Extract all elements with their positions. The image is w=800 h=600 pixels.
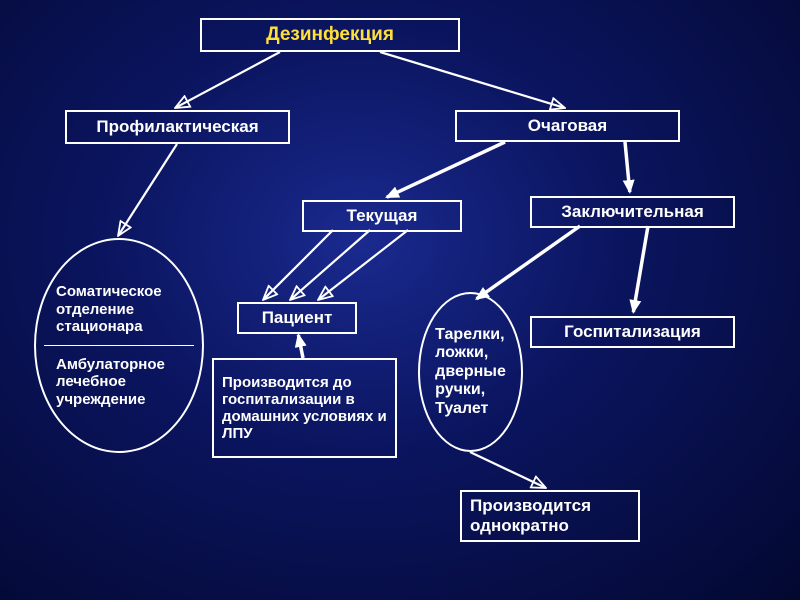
- node-tekushchaya: Текущая: [302, 200, 462, 232]
- ell2-text: Тарелки, ложки, дверные ручки, Туалет: [435, 326, 506, 418]
- label: Госпитализация: [564, 322, 701, 342]
- ell1-top: Соматическое отделение стационара: [44, 283, 194, 335]
- label: Заключительная: [561, 202, 703, 222]
- label: Производится однократно: [470, 496, 630, 535]
- ell1-bottom: Амбулаторное лечебное учреждение: [44, 356, 194, 408]
- node-once: Производится однократно: [460, 490, 640, 542]
- label: Текущая: [347, 206, 418, 226]
- ell1-divider: [44, 345, 194, 346]
- node-somatic-ellipse: Соматическое отделение стационара Амбула…: [34, 238, 204, 453]
- node-note: Производится до госпитализации в домашни…: [212, 358, 397, 458]
- label: Очаговая: [528, 116, 607, 136]
- label: Пациент: [262, 308, 333, 328]
- node-zaklyuchitelnaya: Заключительная: [530, 196, 735, 228]
- node-patient: Пациент: [237, 302, 357, 334]
- node-gospitalizatsiya: Госпитализация: [530, 316, 735, 348]
- node-title: Дезинфекция: [200, 18, 460, 52]
- node-ochagovaya: Очаговая: [455, 110, 680, 142]
- label: Профилактическая: [96, 117, 258, 137]
- node-profilakticheskaya: Профилактическая: [65, 110, 290, 144]
- title-text: Дезинфекция: [266, 24, 394, 46]
- label: Производится до госпитализации в домашни…: [222, 374, 387, 443]
- node-items-ellipse: Тарелки, ложки, дверные ручки, Туалет: [418, 292, 523, 452]
